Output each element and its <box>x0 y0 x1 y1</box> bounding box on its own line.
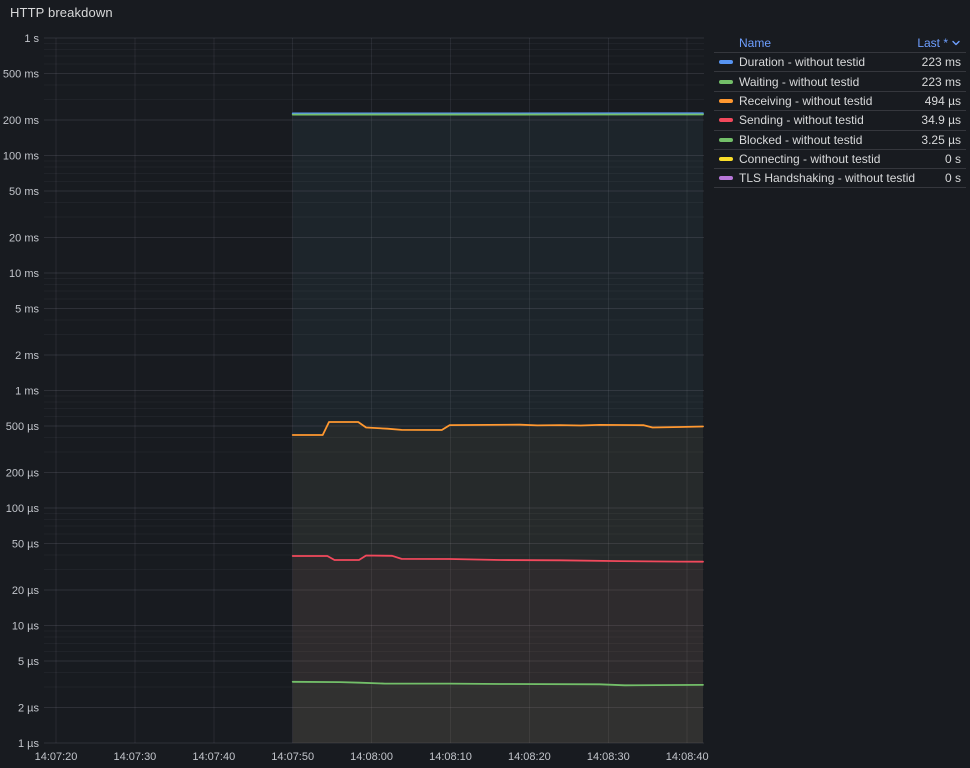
legend-last-label: Last * <box>917 35 948 50</box>
svg-text:14:07:20: 14:07:20 <box>35 751 78 763</box>
series-color-swatch[interactable] <box>719 60 733 65</box>
series-name: Sending - without testid <box>739 113 864 128</box>
legend-row[interactable]: Connecting - without testid 0 s <box>714 148 966 168</box>
series-color-swatch[interactable] <box>719 98 733 103</box>
svg-text:50 µs: 50 µs <box>12 538 40 550</box>
svg-text:2 µs: 2 µs <box>18 703 40 715</box>
svg-text:10 µs: 10 µs <box>12 621 40 633</box>
series-fills <box>292 113 703 744</box>
svg-text:10 ms: 10 ms <box>9 268 39 280</box>
svg-text:100 µs: 100 µs <box>6 503 40 515</box>
series-last-value: 34.9 µs <box>921 113 961 128</box>
series-color-swatch[interactable] <box>719 137 733 142</box>
series-last-value: 3.25 µs <box>921 132 961 147</box>
series-color-swatch[interactable] <box>719 118 733 123</box>
series-line <box>291 554 704 563</box>
legend-sort-by-last[interactable]: Last * <box>917 36 966 50</box>
series-last-value: 223 ms <box>921 74 961 89</box>
svg-text:20 ms: 20 ms <box>9 233 39 245</box>
svg-text:20 µs: 20 µs <box>12 585 40 597</box>
svg-text:14:08:10: 14:08:10 <box>429 751 472 763</box>
svg-text:14:07:50: 14:07:50 <box>271 751 314 763</box>
svg-text:14:08:00: 14:08:00 <box>350 751 393 763</box>
svg-text:14:07:40: 14:07:40 <box>192 751 235 763</box>
svg-text:2 ms: 2 ms <box>15 350 39 362</box>
y-axis-labels: 1 s 500 ms 200 ms 100 ms 50 ms 20 ms 10 ms 5 ms… <box>3 33 40 750</box>
svg-text:14:08:30: 14:08:30 <box>587 751 630 763</box>
svg-text:500 µs: 500 µs <box>6 421 40 433</box>
legend-table: Name Last * Duration - without testid 223… <box>714 33 966 188</box>
series-line <box>291 421 704 436</box>
legend-header: Name Last * <box>714 33 966 52</box>
svg-text:14:08:20: 14:08:20 <box>508 751 551 763</box>
series-name: Waiting - without testid <box>739 74 860 89</box>
svg-text:50 ms: 50 ms <box>9 186 39 198</box>
svg-text:14:07:30: 14:07:30 <box>113 751 156 763</box>
chevron-down-icon <box>951 38 961 48</box>
series-name: Connecting - without testid <box>739 152 881 167</box>
svg-text:5 ms: 5 ms <box>15 303 39 315</box>
svg-text:200 µs: 200 µs <box>6 468 40 480</box>
legend-row[interactable]: Sending - without testid 34.9 µs <box>714 110 966 129</box>
series-line <box>291 680 704 687</box>
series-last-value: 494 µs <box>924 93 961 108</box>
series-name: Receiving - without testid <box>739 93 873 108</box>
legend-row[interactable]: TLS Handshaking - without testid 0 s <box>714 168 966 188</box>
series-name: Blocked - without testid <box>739 132 863 147</box>
series-last-value: 0 s <box>944 152 961 167</box>
legend-row[interactable]: Waiting - without testid 223 ms <box>714 71 966 90</box>
series-last-value: 223 ms <box>921 55 961 70</box>
legend-row[interactable]: Blocked - without testid 3.25 µs <box>714 129 966 149</box>
legend-sort-by-name[interactable]: Name <box>739 35 772 50</box>
series-color-swatch[interactable] <box>719 79 733 84</box>
panel-title[interactable]: HTTP breakdown <box>10 5 113 20</box>
svg-text:100 ms: 100 ms <box>3 151 40 163</box>
legend-rows: Duration - without testid 223 ms Waiting -… <box>714 52 966 188</box>
svg-text:500 ms: 500 ms <box>3 68 40 80</box>
series-color-swatch[interactable] <box>719 157 733 162</box>
series-name: Duration - without testid <box>739 55 866 70</box>
x-axis-labels: 14:07:20 14:07:30 14:07:40 14:07:50 14:08:00… <box>35 751 709 763</box>
svg-text:1 µs: 1 µs <box>18 738 40 750</box>
series-lines <box>291 112 704 687</box>
legend-row[interactable]: Duration - without testid 223 ms <box>714 52 966 71</box>
svg-text:200 ms: 200 ms <box>3 115 40 127</box>
svg-text:5 µs: 5 µs <box>18 656 40 668</box>
svg-text:14:08:40: 14:08:40 <box>666 751 709 763</box>
series-last-value: 0 s <box>944 171 961 186</box>
svg-text:1 ms: 1 ms <box>15 386 39 398</box>
legend-row[interactable]: Receiving - without testid 494 µs <box>714 90 966 110</box>
series-name: TLS Handshaking - without testid <box>739 171 916 186</box>
svg-text:1 s: 1 s <box>24 33 39 45</box>
series-color-swatch[interactable] <box>719 176 733 181</box>
